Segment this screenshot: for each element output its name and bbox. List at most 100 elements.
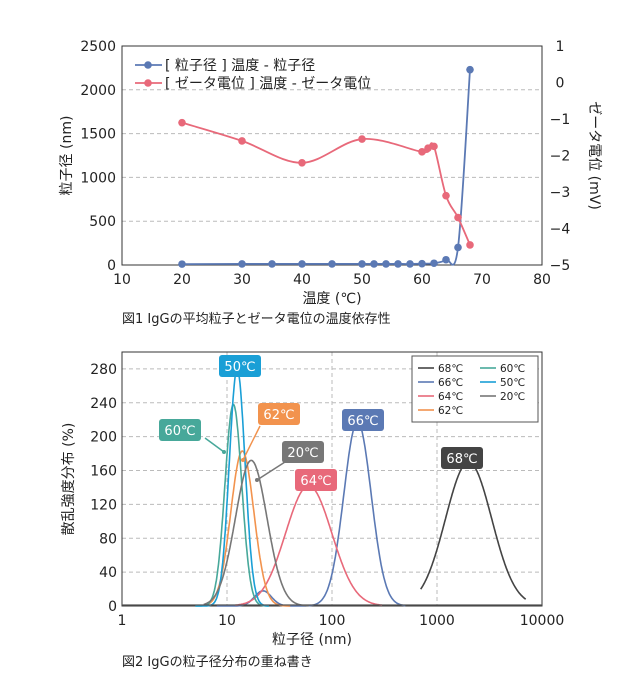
data-point (178, 260, 186, 268)
y2-tick-label: 0 (556, 76, 565, 92)
x-tick-label: 10 (113, 272, 131, 288)
annotation-box (159, 419, 201, 441)
data-point (406, 260, 414, 268)
data-point (238, 260, 246, 268)
x-tick-label: 70 (473, 272, 491, 288)
legend-label: 20℃ (500, 391, 525, 403)
annotation-box (441, 447, 483, 469)
plot-frame (121, 351, 543, 607)
y-tick-label: 2500 (80, 39, 116, 55)
annotation-label: 66℃ (347, 414, 378, 429)
x-tick-label: 10000 (520, 613, 565, 629)
y-tick-label: 240 (90, 396, 117, 412)
annotation-box (258, 403, 300, 425)
y2-tick-label: 1 (556, 39, 565, 55)
legend-label: 66℃ (438, 377, 463, 389)
annotation-label: 60℃ (164, 424, 195, 439)
legend-box (411, 355, 539, 423)
data-point (442, 255, 450, 264)
x-tick-label: 1 (118, 613, 127, 629)
data-point (394, 260, 402, 268)
distribution-curve (195, 368, 269, 607)
annotation-arrowhead (241, 458, 245, 462)
data-point (430, 259, 438, 268)
annotation-box (342, 409, 384, 431)
data-point (382, 260, 390, 268)
y-axis-label: 粒子径 (nm) (59, 116, 75, 196)
annotation-arrow (256, 461, 286, 481)
legend-label: 50℃ (500, 377, 525, 389)
legend-label: 60℃ (500, 363, 525, 375)
x-tick-label: 1000 (419, 613, 455, 629)
annotation-label: 20℃ (287, 446, 318, 461)
data-point (418, 148, 426, 156)
y2-tick-label: −2 (550, 149, 571, 165)
legend-label: 62℃ (438, 405, 463, 417)
y-tick-label: 1500 (80, 127, 116, 143)
data-point (238, 137, 246, 145)
y-tick-label: 160 (90, 464, 117, 480)
x-tick-label: 20 (173, 272, 191, 288)
data-point (454, 213, 462, 222)
y2-tick-label: −4 (550, 222, 571, 238)
x-axis-label: 温度 (℃) (302, 291, 361, 307)
annotation-arrowhead (222, 450, 226, 454)
y2-tick-label: −3 (550, 185, 571, 201)
data-point (268, 260, 276, 268)
y-tick-label: 1000 (80, 170, 116, 186)
x-tick-label: 40 (293, 272, 311, 288)
data-point (370, 260, 378, 268)
x-tick-label: 100 (319, 613, 346, 629)
annotation-arrow (242, 425, 261, 461)
y-tick-label: 500 (89, 214, 116, 230)
distribution-curve (235, 484, 383, 606)
annotation-label: 64℃ (300, 474, 331, 489)
distribution-curve (203, 459, 309, 607)
legend-label: [ 粒子径 ] 温度 - 粒子径 (165, 58, 315, 74)
legend-label: [ ゼータ電位 ] 温度 - ゼータ電位 (165, 76, 371, 92)
distribution-curve (420, 461, 527, 600)
annotation-label: 50℃ (224, 360, 255, 375)
data-point (418, 259, 426, 268)
legend-label: 68℃ (438, 363, 463, 375)
legend-marker (144, 79, 152, 87)
y-tick-label: 0 (107, 258, 116, 274)
legend-label: 64℃ (438, 391, 463, 403)
data-point (454, 243, 462, 252)
data-point (328, 260, 336, 268)
x-tick-label: 80 (533, 272, 551, 288)
data-point (442, 191, 450, 200)
y-tick-label: 120 (90, 497, 117, 513)
figure-caption: 図1 IgGの平均粒子とゼータ電位の温度依存性 (122, 311, 391, 327)
annotation-box (219, 355, 261, 377)
annotation-box (295, 469, 337, 491)
x-tick-label: 30 (233, 272, 251, 288)
y-tick-label: 200 (90, 430, 117, 446)
data-point (424, 144, 432, 152)
y-tick-label: 0 (108, 599, 117, 615)
x-axis-label: 粒子径 (nm) (272, 632, 352, 648)
annotation-label: 68℃ (446, 452, 477, 467)
data-point (358, 260, 366, 268)
x-tick-label: 60 (413, 272, 431, 288)
y-tick-label: 2000 (80, 83, 116, 99)
y2-tick-label: −5 (550, 258, 571, 274)
data-point (298, 260, 306, 268)
data-point (298, 159, 306, 167)
y-tick-label: 40 (99, 565, 117, 581)
annotation-label: 62℃ (263, 408, 294, 423)
annotation-arrowhead (255, 478, 259, 482)
data-point (466, 241, 474, 249)
series-line (181, 121, 471, 246)
legend-marker (144, 61, 152, 69)
y2-tick-label: −1 (550, 112, 571, 128)
data-point (178, 118, 186, 127)
data-point (466, 65, 474, 74)
y2-axis-label: ゼータ電位 (mV) (586, 101, 602, 210)
annotation-arrow (204, 437, 225, 453)
y-tick-label: 80 (99, 531, 117, 547)
y-tick-label: 280 (90, 362, 117, 378)
annotation-box (282, 441, 324, 463)
figure-caption: 図2 IgGの粒子径分布の重ね書き (122, 654, 313, 670)
